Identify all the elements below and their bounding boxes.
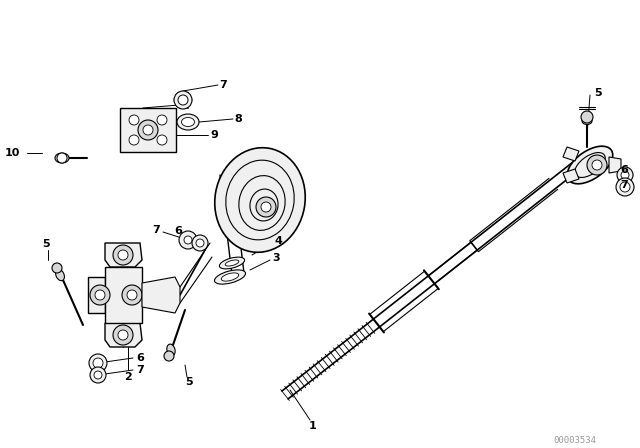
Circle shape (90, 367, 106, 383)
Circle shape (592, 160, 602, 170)
Circle shape (94, 371, 102, 379)
Circle shape (122, 285, 142, 305)
Text: 5: 5 (594, 88, 602, 98)
Polygon shape (105, 267, 142, 323)
Polygon shape (88, 277, 105, 313)
Circle shape (196, 239, 204, 247)
Text: 5: 5 (42, 239, 50, 249)
Circle shape (113, 245, 133, 265)
Polygon shape (105, 323, 142, 347)
Circle shape (256, 197, 276, 217)
Ellipse shape (226, 160, 294, 240)
Circle shape (581, 111, 593, 123)
Ellipse shape (575, 153, 605, 177)
Circle shape (118, 250, 128, 260)
Ellipse shape (214, 270, 246, 284)
Circle shape (138, 120, 158, 140)
Ellipse shape (582, 117, 592, 125)
Text: 1: 1 (309, 421, 317, 431)
Ellipse shape (239, 176, 285, 230)
Ellipse shape (250, 189, 278, 221)
Polygon shape (609, 157, 621, 173)
Circle shape (129, 115, 139, 125)
Circle shape (164, 351, 174, 361)
Bar (120, 108, 176, 152)
Polygon shape (563, 147, 579, 161)
Circle shape (261, 202, 271, 212)
Ellipse shape (55, 153, 69, 163)
Circle shape (57, 153, 67, 163)
Circle shape (617, 167, 633, 183)
Text: 6: 6 (620, 165, 628, 175)
Ellipse shape (567, 146, 612, 184)
Ellipse shape (182, 117, 195, 126)
Circle shape (93, 358, 103, 368)
Circle shape (621, 171, 629, 179)
Text: 8: 8 (234, 114, 242, 124)
Text: 9: 9 (210, 130, 218, 140)
Circle shape (143, 125, 153, 135)
Ellipse shape (131, 117, 166, 142)
Circle shape (620, 182, 630, 192)
Text: 7: 7 (219, 80, 227, 90)
Polygon shape (105, 243, 142, 267)
Text: 6: 6 (174, 226, 182, 236)
Ellipse shape (221, 273, 239, 281)
Text: 6: 6 (136, 353, 144, 363)
Text: 7: 7 (136, 365, 144, 375)
Ellipse shape (167, 344, 175, 356)
Text: 5: 5 (185, 377, 193, 387)
Circle shape (157, 135, 167, 145)
Circle shape (174, 91, 192, 109)
Circle shape (127, 290, 137, 300)
Ellipse shape (225, 260, 239, 266)
Circle shape (113, 325, 133, 345)
Circle shape (118, 330, 128, 340)
Circle shape (52, 263, 62, 273)
Text: 4: 4 (274, 236, 282, 246)
Polygon shape (563, 169, 579, 183)
Circle shape (587, 155, 607, 175)
Text: 3: 3 (272, 253, 280, 263)
Circle shape (89, 354, 107, 372)
Circle shape (184, 236, 192, 244)
Ellipse shape (177, 114, 199, 130)
Ellipse shape (122, 111, 174, 149)
Circle shape (95, 290, 105, 300)
Circle shape (129, 135, 139, 145)
Text: 10: 10 (4, 148, 20, 158)
Circle shape (616, 178, 634, 196)
Circle shape (178, 95, 188, 105)
Text: 2: 2 (124, 372, 132, 382)
Circle shape (179, 231, 197, 249)
Circle shape (157, 115, 167, 125)
Text: 00003534: 00003534 (554, 435, 596, 444)
Circle shape (192, 235, 208, 251)
Ellipse shape (56, 269, 65, 281)
Circle shape (90, 285, 110, 305)
Ellipse shape (220, 257, 244, 269)
Polygon shape (142, 277, 180, 313)
Text: 7: 7 (620, 180, 628, 190)
Text: 7: 7 (152, 225, 160, 235)
Ellipse shape (215, 148, 305, 252)
